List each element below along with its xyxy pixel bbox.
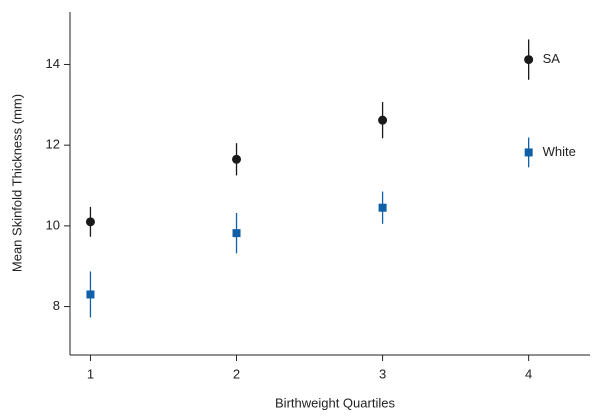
point [524, 148, 533, 157]
x-tick-label: 4 [525, 366, 532, 381]
x-axis-label: Birthweight Quartiles [275, 395, 395, 410]
y-tick-label: 10 [46, 217, 60, 232]
series-label: SA [543, 51, 561, 66]
y-tick-label: 14 [46, 56, 60, 71]
point [378, 203, 387, 212]
x-tick-label: 2 [233, 366, 240, 381]
point [232, 229, 241, 238]
point [378, 115, 388, 125]
point [524, 55, 534, 65]
point [232, 154, 242, 164]
y-tick-label: 8 [53, 298, 60, 313]
x-tick-label: 1 [87, 366, 94, 381]
y-axis-label: Mean Skinfold Thickness (mm) [9, 94, 24, 272]
x-tick-label: 3 [379, 366, 386, 381]
series-label: White [543, 144, 576, 159]
point [86, 290, 95, 299]
point [85, 217, 95, 227]
y-tick-label: 12 [46, 137, 60, 152]
